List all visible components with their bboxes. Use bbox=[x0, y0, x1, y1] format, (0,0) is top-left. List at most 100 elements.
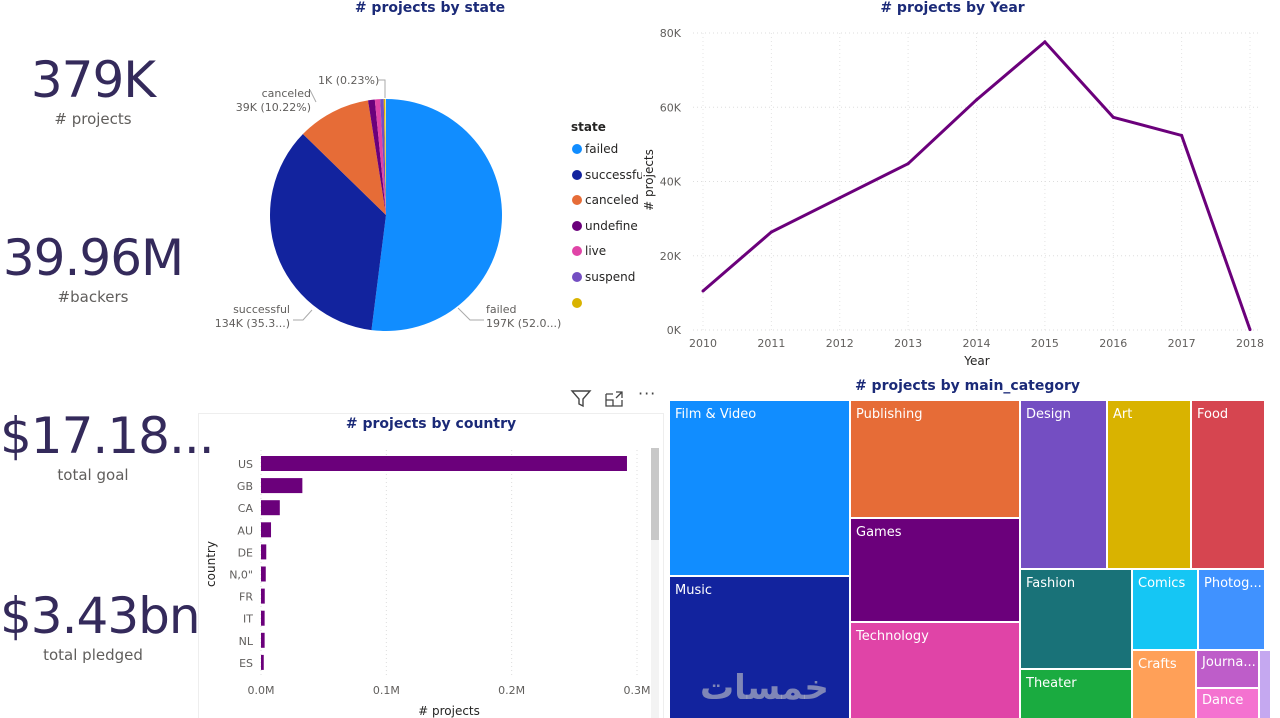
y-tick-label: DE bbox=[238, 546, 253, 559]
pie-legend-title: state bbox=[571, 120, 606, 134]
pie-label-value: 39K (10.22%) bbox=[236, 101, 311, 114]
bar[interactable] bbox=[261, 500, 280, 516]
bar[interactable] bbox=[261, 632, 265, 648]
pie-slice-live[interactable] bbox=[374, 99, 386, 215]
y-axis-title: # projects bbox=[642, 149, 656, 211]
kpi-value: 379K bbox=[30, 51, 156, 109]
pie-leader-line bbox=[309, 89, 317, 103]
legend-item-canceled[interactable]: canceled bbox=[572, 193, 642, 207]
pie-slice-blank[interactable] bbox=[383, 99, 386, 215]
pie-slice-successful[interactable] bbox=[270, 134, 386, 331]
legend-item-undefined[interactable]: undefine bbox=[572, 219, 642, 233]
y-tick-label: NL bbox=[239, 635, 254, 648]
pie-label-name: failed bbox=[486, 303, 516, 316]
treemap-tile-comics[interactable]: Comics bbox=[1133, 570, 1197, 649]
legend-label: undefine bbox=[585, 218, 638, 233]
legend-marker bbox=[572, 272, 582, 282]
x-tick-label: 2017 bbox=[1168, 337, 1196, 350]
bar-chart[interactable]: 0.0M 0.1M 0.2M 0.3M US GB CA AU DE N,0" FR IT NL ES # … bbox=[200, 440, 650, 718]
bar-visual-border bbox=[198, 413, 664, 718]
treemap-tile-photog-[interactable]: Photog... bbox=[1199, 570, 1264, 649]
line-point bbox=[1180, 133, 1184, 137]
line-chart[interactable]: 0K 20K 40K 60K 80K 2010 2011 2012 2013 2014 2015 20… bbox=[640, 20, 1280, 370]
line-point bbox=[975, 98, 978, 102]
x-tick-label: 2016 bbox=[1099, 337, 1127, 350]
treemap-tile-crafts[interactable]: Crafts bbox=[1133, 651, 1195, 718]
legend-item-blank[interactable] bbox=[572, 296, 642, 310]
treemap-tile-other[interactable] bbox=[1260, 651, 1270, 718]
legend-label: successfu bbox=[585, 167, 642, 182]
treemap-tile-film-video[interactable]: Film & Video bbox=[670, 401, 849, 575]
legend-item-failed[interactable]: failed bbox=[572, 142, 642, 156]
kpi-total-pledged: $3.43bn total pledged bbox=[0, 587, 201, 664]
legend-marker bbox=[572, 297, 582, 308]
treemap-tile-theater[interactable]: Theater bbox=[1021, 670, 1131, 718]
bar[interactable] bbox=[261, 478, 303, 494]
pie-leader-line bbox=[457, 307, 484, 321]
bar[interactable] bbox=[261, 566, 266, 582]
kpi-value: $3.43bn bbox=[0, 587, 201, 645]
pie-label-value: 1K (0.23%) bbox=[318, 74, 379, 87]
y-axis-title: country bbox=[204, 541, 218, 587]
x-tick-label: 2010 bbox=[689, 337, 717, 350]
legend-item-successful[interactable]: successfu bbox=[572, 168, 642, 182]
pie-slice-undefined[interactable] bbox=[367, 99, 386, 215]
line-point bbox=[906, 162, 910, 166]
pie-slice-failed[interactable] bbox=[371, 99, 503, 331]
kpi-value: 39.96M bbox=[2, 229, 184, 287]
bar[interactable] bbox=[261, 522, 272, 538]
focus-mode-icon[interactable] bbox=[604, 390, 624, 412]
treemap-tile-games[interactable]: Games bbox=[851, 519, 1019, 621]
treemap-tile-dance[interactable]: Dance bbox=[1197, 689, 1258, 718]
legend-item-live[interactable]: live bbox=[572, 244, 642, 258]
pie-leader-line bbox=[293, 309, 313, 321]
y-tick-label: US bbox=[238, 458, 253, 471]
legend-marker bbox=[572, 246, 582, 257]
filter-icon[interactable] bbox=[570, 388, 592, 412]
x-axis-title: Year bbox=[963, 354, 989, 368]
pie-slice-canceled[interactable] bbox=[302, 100, 386, 215]
treemap-tile-music[interactable]: Music bbox=[670, 577, 849, 718]
x-tick-label: 2013 bbox=[894, 337, 922, 350]
x-tick-label: 0.1M bbox=[373, 684, 400, 697]
y-tick-label: 40K bbox=[660, 176, 682, 189]
bar[interactable] bbox=[261, 544, 267, 560]
treemap-tile-food[interactable]: Food bbox=[1192, 401, 1264, 568]
x-tick-label: 0.0M bbox=[248, 684, 275, 697]
bar[interactable] bbox=[261, 610, 265, 626]
bar[interactable] bbox=[261, 456, 627, 471]
watermark: خمسات bbox=[700, 668, 829, 708]
kpi-label: # projects bbox=[54, 110, 132, 128]
x-tick-label: 2011 bbox=[757, 337, 785, 350]
treemap-tile-technology[interactable]: Technology bbox=[851, 623, 1019, 718]
treemap-tile-publishing[interactable]: Publishing bbox=[851, 401, 1019, 517]
line-title: # projects by Year bbox=[880, 0, 1025, 16]
treemap-tile-design[interactable]: Design bbox=[1021, 401, 1106, 568]
pie-leader-line bbox=[378, 79, 386, 98]
treemap-tile-journa-[interactable]: Journa... bbox=[1197, 651, 1258, 687]
bar-scrollbar[interactable] bbox=[651, 448, 659, 718]
y-tick-label: FR bbox=[239, 591, 253, 604]
legend-label: suspend bbox=[585, 270, 636, 284]
kpi-value: $17.18... bbox=[0, 407, 215, 465]
treemap-title: # projects by main_category bbox=[854, 378, 1081, 394]
kpi-total-goal: $17.18... total goal bbox=[0, 407, 215, 484]
pie-title: # projects by state bbox=[354, 0, 506, 16]
kpi-backers: 39.96M #backers bbox=[0, 230, 186, 306]
pie-slice-suspended[interactable] bbox=[380, 99, 386, 215]
bar[interactable] bbox=[261, 654, 264, 670]
treemap-tile-fashion[interactable]: Fashion bbox=[1021, 570, 1131, 668]
x-tick-label: 2015 bbox=[1031, 337, 1059, 350]
y-tick-label: IT bbox=[243, 613, 253, 626]
bar[interactable] bbox=[261, 588, 265, 604]
scrollbar-thumb[interactable] bbox=[651, 448, 659, 540]
more-options-icon[interactable]: ··· bbox=[638, 384, 657, 403]
line-point bbox=[1043, 40, 1047, 44]
treemap-tile-art[interactable]: Art bbox=[1108, 401, 1190, 568]
y-tick-label: ES bbox=[239, 657, 253, 670]
visual-header: ··· bbox=[570, 384, 665, 412]
legend-item-suspended[interactable]: suspend bbox=[572, 270, 642, 284]
y-tick-label: CA bbox=[238, 502, 254, 515]
